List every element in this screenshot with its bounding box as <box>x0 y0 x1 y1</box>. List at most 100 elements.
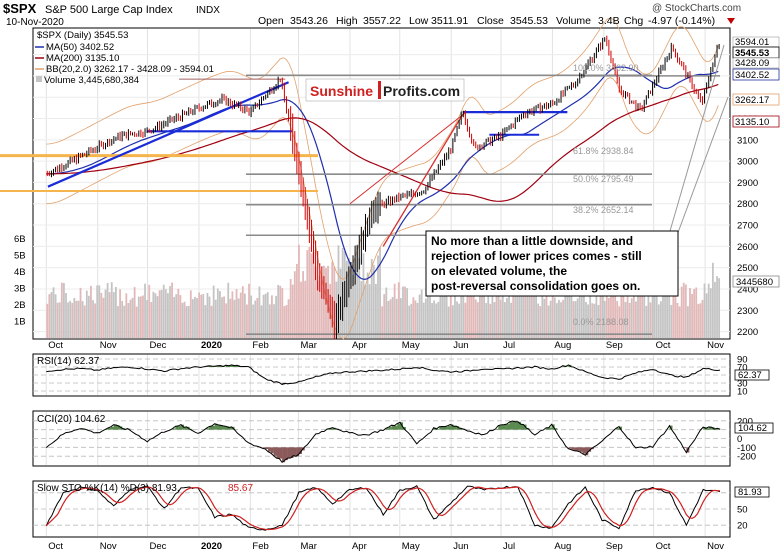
volume-bar <box>487 286 490 338</box>
oscillator-fill <box>217 424 221 430</box>
volume-bar <box>56 302 59 338</box>
symbol: $SPX <box>3 1 37 16</box>
volume-bar <box>389 299 392 338</box>
volume-bar <box>75 300 78 338</box>
volume-bar <box>187 305 190 338</box>
volume-tick-label: 1B <box>14 317 26 328</box>
fib-label-0: 0.0% 2188.08 <box>573 317 629 327</box>
oscillator-fill <box>329 428 333 430</box>
volume-bar <box>77 300 80 338</box>
logo-part2: Profits.com <box>383 83 460 99</box>
volume-bar <box>69 300 72 338</box>
annotation-line-4: post-reversal consolidation goes on. <box>431 279 640 293</box>
tag-bb-lower: 3262.17 <box>735 95 769 106</box>
oscillator-fill <box>290 447 294 459</box>
down-arrow-icon <box>727 18 735 24</box>
volume-bar <box>641 282 644 338</box>
volume-bar <box>94 303 97 338</box>
volume-bar <box>258 286 261 338</box>
volume-bar <box>135 306 138 338</box>
volume-bar <box>323 265 325 338</box>
volume-bar <box>522 293 525 338</box>
volume-bar <box>462 289 465 338</box>
oscillator-fill <box>268 447 272 452</box>
oscillator-fill <box>515 421 519 430</box>
oscillator-fill <box>509 422 513 430</box>
volume-bar <box>670 304 673 338</box>
volume-bar <box>241 286 244 338</box>
ma50-line <box>46 66 719 281</box>
volume-bar <box>90 285 92 338</box>
volume-bar <box>568 284 571 338</box>
oscillator-fill <box>400 422 404 430</box>
oscillators <box>45 364 721 531</box>
volume-bar <box>98 285 101 338</box>
volume-bar <box>547 305 550 338</box>
x-tick-label: Jul <box>503 340 515 351</box>
volume-bar <box>219 291 221 338</box>
x-tick-label: 2020 <box>201 340 222 351</box>
oscillator-fill <box>223 425 227 430</box>
volume-bar <box>177 288 180 338</box>
volume-bar <box>545 293 548 338</box>
volume-bar <box>672 291 675 338</box>
oscillator-fill <box>582 447 586 454</box>
stoch-k-line <box>45 484 721 531</box>
oscillator-fill <box>568 447 572 449</box>
volume-bar <box>607 298 610 338</box>
y-tick-label: 2400 <box>737 284 758 295</box>
volume-bar <box>52 287 55 338</box>
volume-bar <box>574 301 577 338</box>
volume-bar <box>674 286 677 338</box>
oscillator-fill <box>506 424 510 430</box>
volume-bar <box>337 245 340 338</box>
cci-label: CCI(20) 104.62 <box>37 414 106 425</box>
volume-bar <box>73 297 76 338</box>
volume-bar <box>175 294 178 338</box>
volume-bar <box>275 295 277 338</box>
x-tick-label: Feb <box>252 541 268 552</box>
oscillator-fill <box>209 426 213 430</box>
volume-bar <box>237 298 240 338</box>
oscillator-fill <box>703 427 707 430</box>
oscillator-fill <box>211 425 215 430</box>
volume-bar <box>404 286 406 338</box>
legend-price: $SPX (Daily) 3545.53 <box>37 30 128 41</box>
volume-bar <box>443 288 446 338</box>
oscillator-fill <box>228 427 232 430</box>
volume-bar <box>491 296 494 338</box>
volume-bar <box>716 276 718 338</box>
oscillator-fill <box>394 425 398 430</box>
volume-bar <box>121 300 124 338</box>
x-tick-label: Mar <box>301 340 317 351</box>
volume-bar <box>256 297 259 338</box>
volume-bar <box>227 282 230 338</box>
oscillator-fill <box>436 429 440 430</box>
oscillator-fill <box>574 447 578 451</box>
high-label: High <box>336 15 358 27</box>
x-tick-label: May <box>402 340 420 351</box>
volume-bar <box>63 282 65 338</box>
volume-bar <box>85 290 88 338</box>
volume-bar <box>252 304 255 338</box>
volume-bar <box>474 299 477 338</box>
volume-bar <box>476 302 479 338</box>
volume-bar <box>620 290 623 338</box>
oscillator-fill <box>397 423 401 430</box>
bollinger-upper <box>46 17 719 280</box>
volume-bar <box>266 292 269 338</box>
volume-bar <box>580 293 583 338</box>
volume-bar <box>395 298 398 338</box>
volume-bar <box>595 283 598 338</box>
volume-bar <box>601 287 604 338</box>
volume-bar <box>435 303 438 338</box>
tag-ma50-box <box>732 68 780 81</box>
volume-bar <box>537 303 540 338</box>
volume-bar <box>162 284 165 338</box>
volume-bar <box>406 288 409 338</box>
volume-bar <box>632 284 635 338</box>
volume-bar <box>102 297 105 338</box>
oscillator-tick-label: 20 <box>737 521 748 532</box>
volume-bar <box>92 300 94 338</box>
oscillator-fill <box>442 426 446 430</box>
